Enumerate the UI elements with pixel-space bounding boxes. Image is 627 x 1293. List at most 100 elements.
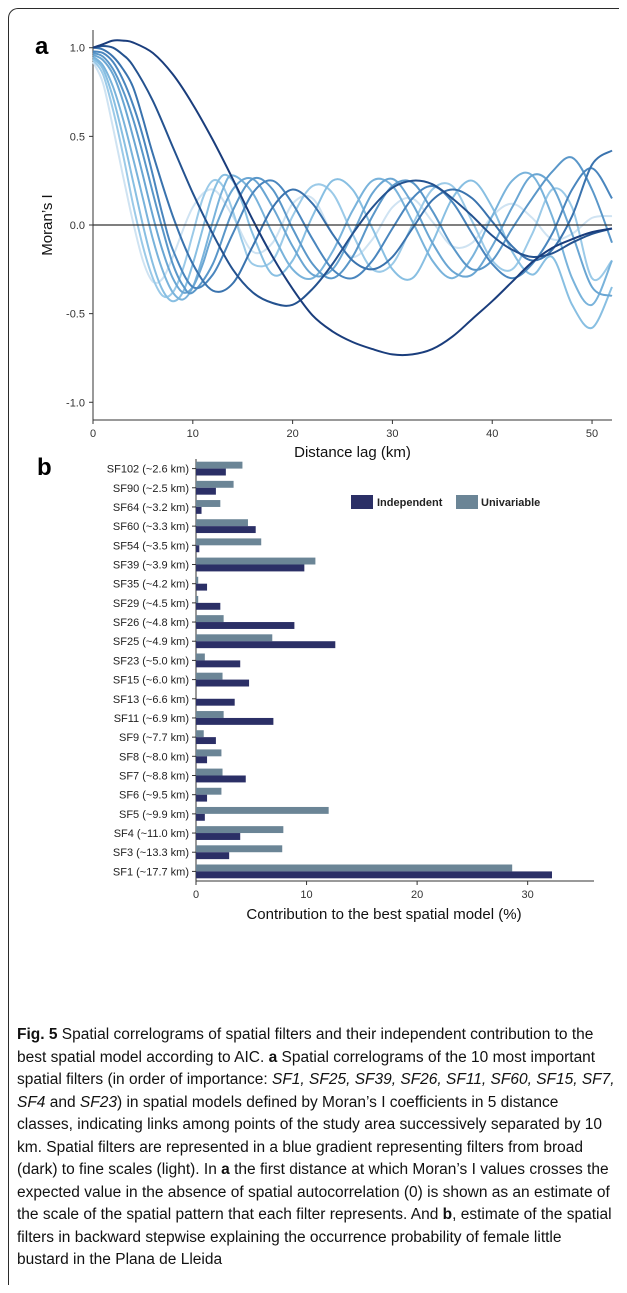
panel-a-letter: a: [35, 33, 49, 60]
correlogram-series-6: [92, 53, 613, 297]
bar-independent: [196, 660, 241, 668]
bar-independent: [196, 487, 216, 495]
bar-univariable: [196, 615, 224, 623]
caption-text-and: and: [45, 1093, 80, 1111]
bar-univariable: [196, 653, 205, 661]
bar-independent: [196, 756, 208, 764]
bar-univariable: [196, 864, 513, 872]
bar-independent: [196, 468, 226, 476]
x-tick-label: 20: [286, 428, 298, 440]
caption-bold-b: b: [442, 1206, 453, 1223]
bar-independent: [196, 833, 241, 840]
bar-univariable: [196, 730, 204, 738]
y-tick-label: -1.0: [66, 397, 85, 409]
x-tick-label: 50: [586, 428, 598, 440]
x-axis-title: Distance lag (km): [294, 444, 411, 461]
caption-italic-list: SF1, SF25, SF39, SF26, SF11, SF60, SF15,…: [17, 1071, 615, 1111]
legend: Independent Univariable: [351, 495, 540, 509]
bar-independent: [196, 602, 221, 610]
bar-independent: [196, 641, 336, 649]
category-label: SF26 (~4.8 km): [113, 617, 189, 629]
bar-independent: [196, 717, 274, 725]
bar-univariable: [196, 634, 273, 642]
category-label: SF1 (~17.7 km): [113, 866, 189, 878]
category-label: SF54 (~3.5 km): [113, 540, 189, 552]
category-label: SF23 (~5.0 km): [113, 655, 189, 667]
bar-univariable: [196, 595, 199, 603]
bar-univariable: [196, 711, 224, 718]
category-label: SF35 (~4.2 km): [113, 579, 189, 591]
category-label: SF6 (~9.5 km): [119, 790, 189, 802]
category-label: SF4 (~11.0 km): [114, 828, 189, 840]
caption-text-1: Spatial correlograms of spatial filters …: [17, 1026, 594, 1066]
bar-univariable: [196, 768, 223, 776]
caption-label: Fig. 5: [17, 1026, 58, 1043]
panel-a-correlogram: 1.0 0.5 0.0 -0.5 -1.0 0 10 20 30 40 50 Moran’s I Dis…: [39, 30, 613, 461]
y-axis-title: Moran’s I: [39, 194, 56, 255]
x-tick-label: 0: [90, 428, 96, 440]
bar-univariable: [196, 749, 222, 757]
correlogram-series-2: [92, 45, 613, 307]
bar-independent: [196, 526, 256, 534]
correlogram-series-1: [92, 39, 613, 357]
correlogram-series-3: [92, 46, 613, 293]
bar-independent: [196, 852, 230, 860]
bar-independent: [196, 813, 205, 821]
bar-independent: [196, 622, 295, 629]
bar-univariable: [196, 519, 248, 527]
category-label: SF29 (~4.5 km): [113, 598, 189, 610]
category-label: SF13 (~6.6 km): [113, 694, 189, 706]
bar-univariable: [196, 461, 243, 469]
correlogram-series-7: [92, 55, 613, 307]
category-label: SF15 (~6.0 km): [113, 675, 189, 687]
figure-caption: Fig. 5 Spatial correlograms of spatial f…: [17, 1024, 617, 1272]
caption-text-3: ) in spatial models defined by Moran’s I…: [17, 1093, 603, 1179]
x-tick-label: 40: [486, 428, 498, 440]
correlogram-series-4: [92, 50, 613, 290]
x-tick-label: 20: [411, 889, 423, 901]
caption-italic-last: SF23: [79, 1093, 117, 1111]
bar-univariable: [196, 826, 284, 834]
bar-univariable: [196, 672, 223, 680]
x-tick-label: 30: [522, 889, 534, 901]
category-label: SF90 (~2.5 km): [113, 483, 189, 495]
category-label: SF9 (~7.7 km): [119, 732, 189, 744]
figure-svg: a 1.0 0.5 0.0 -0.5 -1.0 0 10 20 30 40 50 Moran’s I D…: [35, 30, 613, 923]
bar-independent: [196, 737, 216, 745]
bar-independent: [196, 698, 235, 706]
correlogram-series-9: [92, 59, 613, 299]
category-label: SF3 (~13.3 km): [113, 847, 189, 859]
caption-text-4: the first distance at which Moran’s I va…: [17, 1161, 610, 1223]
panel-b-letter: b: [37, 454, 52, 481]
bar-univariable: [196, 787, 222, 795]
bar-univariable: [196, 806, 329, 814]
x-tick-label: 30: [386, 428, 398, 440]
x-tick-label: 10: [187, 428, 199, 440]
category-label: SF60 (~3.3 km): [113, 521, 189, 533]
bar-independent: [196, 794, 208, 802]
legend-label-univariable: Univariable: [481, 497, 540, 509]
caption-text-5: , estimate of the spatial filters in bac…: [17, 1206, 612, 1268]
correlogram-series-5: [92, 52, 613, 295]
x-tick-label: 0: [193, 889, 199, 901]
figure-frame: [8, 8, 619, 1285]
y-tick-label: -0.5: [66, 309, 85, 321]
x-axis-title: Contribution to the best spatial model (…: [246, 906, 521, 923]
category-label: SF5 (~9.9 km): [119, 809, 189, 821]
caption-bold-a2: a: [221, 1161, 230, 1178]
correlogram-series-10: [92, 61, 613, 284]
caption-bold-a1: a: [268, 1048, 278, 1066]
legend-swatch-independent: [351, 495, 373, 509]
legend-swatch-univariable: [456, 495, 478, 509]
y-tick-label: 0.5: [70, 131, 85, 143]
bar-univariable: [196, 576, 199, 584]
bar-independent: [196, 871, 552, 879]
x-tick-label: 10: [300, 889, 312, 901]
bar-independent: [196, 545, 200, 553]
bar-independent: [196, 506, 202, 514]
bar-univariable: [196, 500, 221, 507]
bar-univariable: [196, 538, 262, 546]
category-label: SF39 (~3.9 km): [113, 560, 189, 572]
bar-univariable: [196, 557, 316, 565]
correlogram-series-8: [92, 57, 613, 330]
